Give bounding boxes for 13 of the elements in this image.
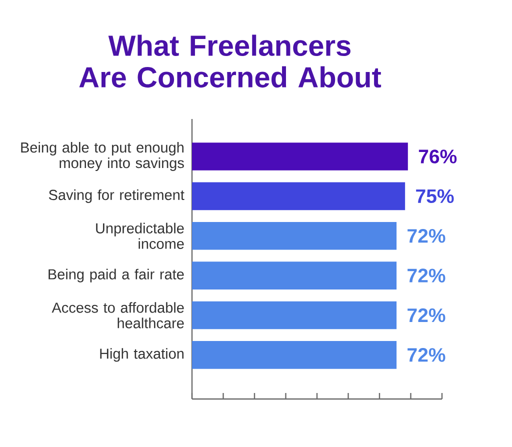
y-tick-label: Saving for retirement — [48, 189, 184, 203]
data-label: 72% — [408, 228, 446, 243]
data-label: 72% — [408, 268, 446, 282]
data-label: 72% — [408, 348, 446, 362]
data-label: 75% — [416, 189, 454, 204]
y-tick-label: Being able to put enough money into savings — [21, 142, 184, 172]
data-label: 76% — [418, 150, 457, 164]
y-tick-label: Access to affordable healthcare — [52, 302, 184, 328]
y-tick-label: High taxation — [100, 348, 184, 362]
chart-title: What Freelancers Are Concerned About — [79, 34, 382, 88]
y-tick-label: Being paid a fair rate — [48, 268, 184, 282]
y-tick-label: Unpredictable income — [96, 222, 184, 249]
data-label: 72% — [408, 308, 446, 322]
